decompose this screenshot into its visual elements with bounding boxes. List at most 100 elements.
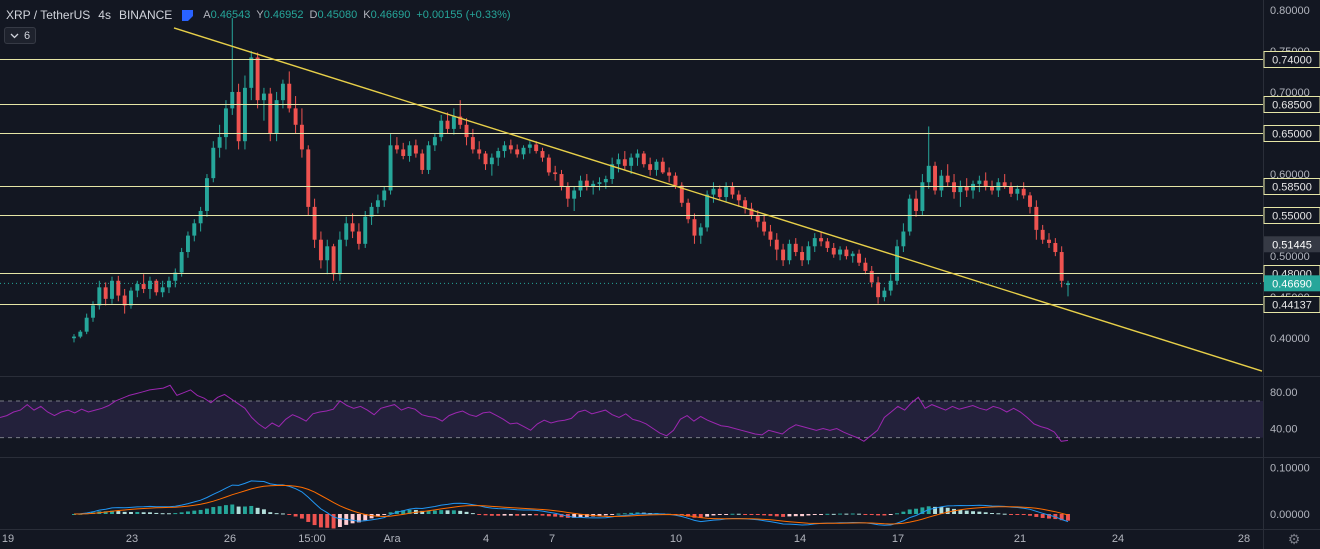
macd-histogram-bar bbox=[755, 514, 760, 515]
candle-body bbox=[515, 149, 520, 155]
candle-body bbox=[1053, 243, 1058, 253]
signal-line bbox=[74, 484, 1069, 525]
symbol-name[interactable]: XRP / TetherUS bbox=[6, 8, 91, 22]
candle-body bbox=[116, 280, 121, 296]
macd-histogram-bar bbox=[110, 510, 114, 514]
macd-histogram-bar bbox=[179, 512, 184, 514]
candle-body bbox=[173, 272, 178, 281]
macd-histogram-bar bbox=[1040, 514, 1045, 518]
macd-histogram-bar bbox=[559, 514, 564, 518]
candle-body bbox=[736, 194, 741, 201]
candle-body bbox=[983, 180, 988, 187]
candle-body bbox=[274, 100, 279, 133]
macd-histogram-bar bbox=[382, 514, 387, 516]
macd-histogram-bar bbox=[895, 513, 900, 515]
macd-histogram-bar bbox=[939, 507, 944, 514]
candle-body bbox=[698, 227, 703, 236]
candle-body bbox=[192, 223, 197, 236]
macd-histogram-bar bbox=[1021, 514, 1026, 515]
candle-body bbox=[603, 178, 608, 183]
candle-body bbox=[971, 183, 975, 191]
symbol-legend[interactable]: XRP / TetherUS 4s BINANCE A0.46543 Y0.46… bbox=[6, 6, 517, 24]
candle-body bbox=[622, 159, 627, 166]
candle-body bbox=[635, 153, 640, 158]
candle-body bbox=[812, 238, 817, 247]
price-tick-label: 0.50000 bbox=[1270, 251, 1310, 263]
candle-body bbox=[1021, 188, 1026, 196]
indicators-toggle-button[interactable]: 6 bbox=[4, 27, 37, 44]
macd-histogram-bar bbox=[603, 514, 608, 516]
price-marker-badge bbox=[1264, 236, 1320, 253]
candle-body bbox=[819, 238, 824, 242]
macd-histogram-bar bbox=[458, 510, 463, 514]
candle-body bbox=[280, 83, 285, 101]
macd-histogram-bar bbox=[616, 513, 621, 515]
candle-body bbox=[1015, 188, 1020, 194]
candle-body bbox=[768, 231, 773, 240]
candle-body bbox=[287, 83, 292, 109]
time-tick-label: 26 bbox=[224, 533, 236, 545]
macd-histogram-bar bbox=[692, 514, 697, 518]
macd-histogram-bar bbox=[857, 513, 862, 515]
macd-histogram-bar bbox=[952, 508, 957, 514]
macd-tick-label: 0.00000 bbox=[1270, 509, 1310, 521]
timeframe[interactable]: 4s bbox=[98, 8, 111, 22]
macd-histogram-bar bbox=[160, 513, 165, 515]
candle-body bbox=[1059, 252, 1064, 281]
candle-body bbox=[211, 147, 216, 179]
candle-body bbox=[711, 188, 716, 195]
macd-histogram-bar bbox=[242, 506, 247, 514]
macd-histogram-bar bbox=[489, 514, 494, 516]
candle-body bbox=[451, 116, 456, 129]
candle-body bbox=[534, 144, 539, 152]
macd-histogram-bar bbox=[268, 512, 273, 514]
high-value: 0.46952 bbox=[263, 9, 304, 21]
macd-histogram-bar bbox=[920, 507, 925, 514]
candle-body bbox=[717, 188, 722, 198]
candle-body bbox=[129, 290, 133, 306]
macd-histogram-bar bbox=[888, 514, 893, 515]
current-price-label: 0.46690 bbox=[1272, 278, 1312, 290]
macd-histogram-bar bbox=[1059, 514, 1064, 521]
macd-histogram-bar bbox=[483, 514, 488, 516]
macd-histogram-bar bbox=[622, 513, 627, 515]
macd-histogram-bar bbox=[996, 513, 1001, 515]
macd-histogram-bar bbox=[1034, 514, 1039, 517]
macd-histogram-bar bbox=[287, 514, 292, 515]
ohlc-open: A0.46543 bbox=[203, 9, 250, 21]
candle-body bbox=[565, 186, 570, 199]
macd-histogram-bar bbox=[154, 512, 159, 514]
macd-histogram-bar bbox=[730, 513, 735, 515]
candle-body bbox=[483, 153, 488, 165]
candle-body bbox=[850, 253, 855, 257]
macd-histogram-bar bbox=[496, 514, 501, 516]
time-tick-label: 28 bbox=[1238, 533, 1250, 545]
macd-histogram-bar bbox=[964, 510, 969, 514]
candle-body bbox=[375, 200, 380, 207]
candle-body bbox=[667, 172, 672, 176]
level-label-box bbox=[1263, 296, 1320, 313]
macd-histogram-bar bbox=[337, 514, 342, 528]
candle-body bbox=[540, 151, 545, 158]
candle-body bbox=[91, 305, 95, 318]
candle-body bbox=[103, 287, 108, 299]
time-tick-label: 7 bbox=[549, 533, 555, 545]
open-value: 0.46543 bbox=[210, 9, 251, 21]
macd-histogram-bar bbox=[1066, 514, 1070, 521]
macd-histogram-bar bbox=[546, 514, 551, 517]
gear-icon[interactable]: ⚙ bbox=[1287, 531, 1301, 547]
candle-body bbox=[363, 216, 368, 244]
macd-histogram-bar bbox=[527, 514, 532, 516]
candle-body bbox=[179, 252, 184, 273]
level-label-box bbox=[1263, 125, 1320, 142]
macd-histogram-bar bbox=[635, 512, 640, 514]
candle-body bbox=[439, 120, 444, 138]
close-label: K bbox=[363, 9, 371, 21]
candle-body bbox=[882, 290, 887, 298]
macd-histogram-bar bbox=[223, 505, 228, 514]
macd-histogram-bar bbox=[261, 509, 266, 514]
open-label: A bbox=[203, 9, 211, 21]
candle-body bbox=[1034, 206, 1039, 230]
